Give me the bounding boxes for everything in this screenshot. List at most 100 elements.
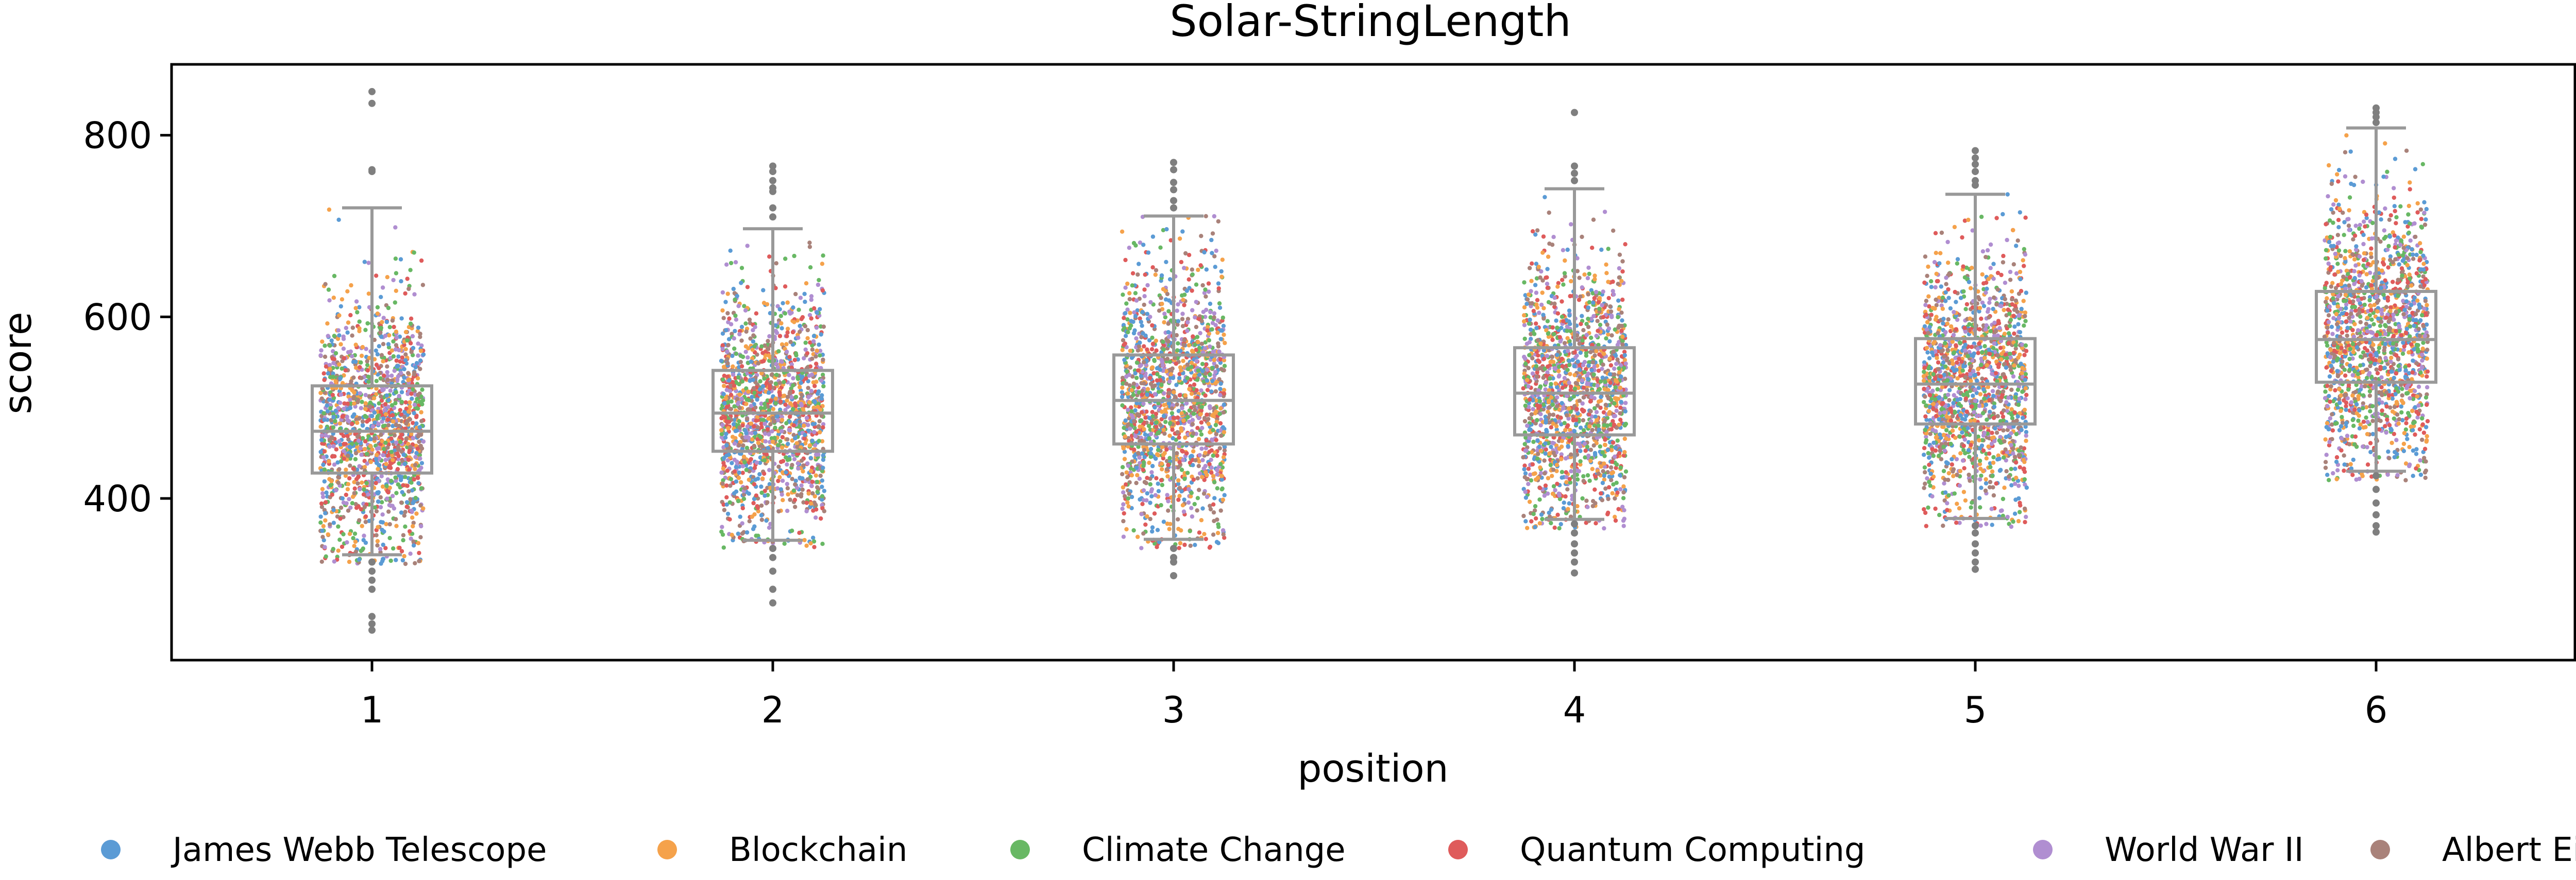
strip-point (727, 316, 732, 321)
strip-point (329, 435, 334, 440)
strip-point (1602, 526, 1606, 531)
strip-point (345, 540, 349, 545)
strip-point (819, 378, 824, 383)
strip-point (807, 245, 812, 249)
strip-point (1131, 392, 1136, 398)
strip-point (788, 497, 792, 502)
strip-point (803, 340, 808, 345)
strip-point (1125, 500, 1130, 505)
strip-point (418, 367, 422, 371)
strip-point (1203, 346, 1208, 351)
strip-point (368, 443, 373, 448)
strip-point (387, 536, 392, 541)
strip-point (389, 450, 394, 454)
strip-point (384, 393, 389, 398)
strip-point (1214, 409, 1218, 414)
strip-point (1148, 446, 1154, 452)
strip-point (804, 281, 809, 286)
strip-point (392, 324, 396, 330)
strip-point (327, 298, 332, 303)
strip-point (749, 359, 754, 364)
strip-point (320, 487, 325, 491)
strip-point (811, 334, 817, 338)
strip-point (405, 484, 410, 488)
strip-point (392, 368, 397, 373)
strip-point (1162, 431, 1167, 436)
strip-point (319, 501, 324, 506)
strip-point (779, 445, 785, 450)
strip-point (1211, 413, 1215, 418)
strip-point (350, 414, 355, 419)
strip-point (354, 299, 359, 304)
strip-point (1217, 377, 1222, 382)
strip-point (739, 281, 743, 285)
strip-point (776, 443, 781, 447)
strip-point (347, 444, 352, 450)
strip-point (372, 410, 377, 415)
strip-point (739, 364, 744, 369)
strip-point (1177, 494, 1182, 498)
strip-point (408, 404, 412, 409)
strip-point (401, 379, 405, 384)
strip-point (386, 509, 391, 514)
strip-point (387, 503, 392, 508)
strip-point (1202, 250, 1207, 255)
strip-point (800, 487, 805, 492)
strip-point (1153, 405, 1157, 410)
strip-point (751, 377, 755, 382)
strip-point (322, 418, 327, 422)
strip-point (811, 339, 816, 344)
strip-point (1214, 364, 1219, 369)
strip-point (773, 425, 777, 430)
strip-point (1146, 424, 1151, 428)
strip-point (720, 481, 725, 486)
strip-point (750, 394, 754, 400)
strip-point (728, 248, 733, 253)
strip-point (401, 483, 405, 488)
strip-point (321, 524, 326, 528)
strip-point (1189, 365, 1194, 369)
strip-point (1556, 281, 1561, 285)
strip-point (1182, 303, 1187, 307)
strip-point (354, 444, 360, 450)
strip-point (411, 543, 416, 548)
strip-point (782, 541, 787, 546)
strip-point (1174, 383, 1179, 387)
strip-point (786, 442, 790, 446)
strip-point (1167, 434, 1172, 438)
strip-point (342, 406, 346, 411)
strip-point (336, 480, 341, 485)
strip-point (353, 342, 358, 347)
strip-point (745, 285, 750, 289)
strip-point (1133, 314, 1138, 318)
strip-point (345, 330, 350, 335)
strip-point (406, 457, 411, 462)
strip-point (352, 544, 357, 548)
strip-point (346, 437, 351, 442)
strip-point (1198, 412, 1203, 417)
strip-point (1167, 379, 1172, 384)
strip-point (1185, 320, 1190, 325)
strip-point (1165, 521, 1170, 526)
strip-point (798, 296, 803, 300)
strip-point (341, 532, 346, 537)
strip-point (327, 363, 332, 368)
strip-point (374, 386, 379, 391)
strip-point (1150, 335, 1155, 340)
strip-point (1192, 373, 1197, 378)
strip-point (349, 283, 353, 288)
strip-point (780, 478, 785, 483)
strip-point (740, 471, 745, 475)
strip-point (1217, 349, 1222, 354)
strip-point (391, 458, 395, 462)
strip-point (415, 376, 420, 381)
strip-point (1176, 319, 1181, 323)
strip-point (1141, 468, 1146, 472)
strip-point (383, 412, 388, 417)
strip-point (350, 421, 354, 426)
strip-point (361, 492, 366, 497)
strip-point (793, 478, 798, 483)
strip-point (1161, 427, 1166, 432)
strip-point (736, 531, 741, 536)
strip-point (1204, 267, 1209, 272)
